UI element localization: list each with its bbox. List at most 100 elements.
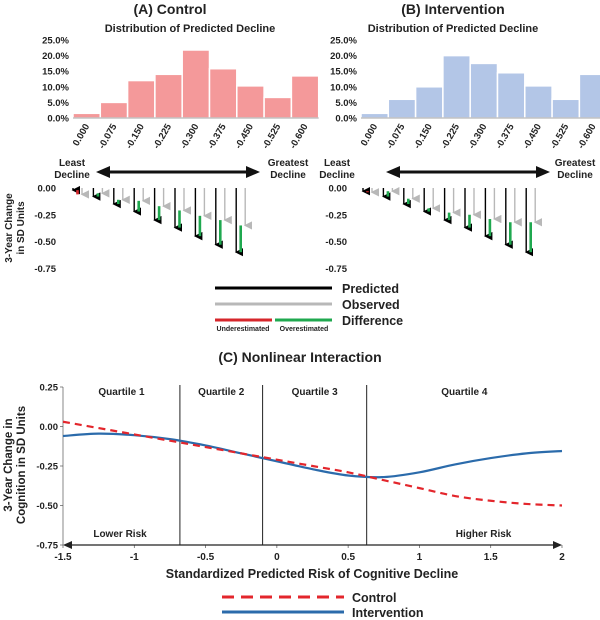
higher-risk-label: Higher Risk <box>456 529 512 540</box>
change-ytick: -0.75 <box>325 264 347 275</box>
c-xtick-label: 1 <box>417 552 423 563</box>
lower-risk-label: Lower Risk <box>93 529 147 540</box>
hist-ytick: 20.0% <box>330 51 357 62</box>
hist-ytick: 0.0% <box>47 114 69 125</box>
hist-bar <box>236 85 265 119</box>
hist-ytick: 25.0% <box>330 36 357 47</box>
hist-bar <box>414 86 444 119</box>
hist-bar <box>360 112 390 119</box>
hist-xtick: -0.150 <box>412 122 435 151</box>
hist-xtick: -0.225 <box>151 121 174 150</box>
c-xtick-label: -1.5 <box>54 552 72 563</box>
hist-ytick: 5.0% <box>47 98 69 109</box>
hist-bar <box>263 96 293 119</box>
hist-bar <box>208 67 238 119</box>
histogram-b: 0.0%5.0%10.0%15.0%20.0%25.0%0.000 -0.075-… <box>330 36 600 151</box>
quartile-label: Quartile 1 <box>98 387 145 398</box>
quartile-label: Quartile 2 <box>198 387 245 398</box>
hist-xtick: -0.375 <box>494 121 517 150</box>
legend-over-label: Overestimated <box>280 326 329 333</box>
greatest-label-a-2: Decline <box>270 170 306 181</box>
panel-c: (C) Nonlinear Interaction 3-Year Change … <box>3 349 565 581</box>
arrows-a: 0.00 -0.25 -0.50 -0.75 <box>34 184 253 275</box>
greatest-label-b-2: Decline <box>557 170 593 181</box>
quartile-label: Quartile 3 <box>292 387 339 398</box>
hist-xtick: -0.225 <box>439 121 462 150</box>
panel-a-subtitle: Distribution of Predicted Decline <box>105 23 276 35</box>
c-xtick-label: -1 <box>130 552 139 563</box>
change-ytick: 0.00 <box>38 184 57 195</box>
legend-top: Predicted Observed Difference Underestim… <box>215 282 403 333</box>
risk-arrow-right-head <box>553 541 562 549</box>
hist-bar <box>387 98 417 119</box>
c-ytick-label: -0.75 <box>36 541 58 552</box>
decline-range-arrow-b <box>386 166 550 178</box>
hist-ytick: 5.0% <box>335 98 357 109</box>
greatest-label-b-1: Greatest <box>555 158 596 169</box>
c-ytick-label: -0.50 <box>36 501 58 512</box>
change-ytick: -0.75 <box>34 264 56 275</box>
c-xtick-label: 2 <box>559 552 565 563</box>
hist-bar <box>578 73 600 119</box>
histogram-a: 0.0%5.0%10.0%15.0%20.0%25.0%0.000 -0.075-… <box>42 36 320 151</box>
hist-xtick: -0.375 <box>206 121 229 150</box>
change-ytick: 0.00 <box>329 184 348 195</box>
change-ytick: -0.25 <box>325 210 347 221</box>
hist-ytick: 15.0% <box>330 67 357 78</box>
hist-ytick: 0.0% <box>335 114 357 125</box>
hist-xtick: -0.600 <box>288 122 311 151</box>
hist-bar <box>496 72 526 119</box>
legend-control-label: Control <box>352 591 396 605</box>
hist-xtick: -0.450 <box>521 122 544 151</box>
hist-xtick: -0.450 <box>233 122 256 151</box>
hist-xtick: 0.000 <box>71 122 92 148</box>
hist-bar <box>126 79 156 119</box>
quartile-label: Quartile 4 <box>441 387 488 398</box>
hist-xtick: -0.300 <box>178 122 201 151</box>
hist-bar <box>99 101 129 119</box>
panel-c-title: (C) Nonlinear Interaction <box>218 349 381 365</box>
legend-predicted-label: Predicted <box>342 282 399 296</box>
change-ylabel-a-1: 3-Year Change <box>4 193 15 263</box>
legend-under-label: Underestimated <box>217 326 270 333</box>
greatest-label-a-1: Greatest <box>268 158 309 169</box>
hist-bar <box>181 49 211 119</box>
panel-c-ylabel-2: Cognition in SD Units <box>16 406 28 524</box>
panel-b: (B) Intervention Distribution of Predict… <box>319 1 600 275</box>
least-label-a-2: Decline <box>54 170 90 181</box>
risk-arrow-left-head <box>63 541 72 549</box>
legend-observed-label: Observed <box>342 298 400 312</box>
hist-xtick: -0.300 <box>466 122 489 151</box>
c-ytick-label: 0.00 <box>40 422 59 433</box>
hist-ytick: 10.0% <box>330 82 357 93</box>
change-ytick: -0.50 <box>34 237 56 248</box>
hist-ytick: 10.0% <box>42 82 69 93</box>
least-label-a-1: Least <box>59 158 86 169</box>
hist-xtick: 0.000 <box>359 122 380 148</box>
legend-difference-label: Difference <box>342 314 403 328</box>
c-ytick-label: -0.25 <box>36 462 58 473</box>
panel-b-subtitle: Distribution of Predicted Decline <box>368 23 539 35</box>
panel-b-title: (B) Intervention <box>401 1 504 17</box>
hist-xtick: -0.150 <box>124 122 147 151</box>
hist-bar <box>524 85 553 119</box>
hist-xtick: -0.075 <box>385 121 408 150</box>
change-ytick: -0.25 <box>34 210 56 221</box>
hist-xtick: -0.525 <box>548 121 571 150</box>
hist-xtick: -0.525 <box>260 121 283 150</box>
panel-a: (A) Control Distribution of Predicted De… <box>4 1 320 275</box>
intervention-curve <box>62 432 563 479</box>
control-curve <box>62 420 563 507</box>
hist-bar <box>290 75 320 119</box>
c-xtick-label: -0.5 <box>197 552 215 563</box>
arrows-b: 0.00 -0.25 -0.50 -0.75 <box>325 184 543 275</box>
panel-c-xlabel: Standardized Predicted Risk of Cognitive… <box>166 567 458 581</box>
hist-ytick: 20.0% <box>42 51 69 62</box>
hist-xtick: -0.075 <box>97 121 120 150</box>
hist-bar <box>154 73 183 119</box>
c-xtick-label: 0.5 <box>341 552 355 563</box>
c-ytick-label: 0.25 <box>40 383 59 394</box>
legend-intervention-label: Intervention <box>352 606 424 620</box>
hist-ytick: 15.0% <box>42 67 69 78</box>
